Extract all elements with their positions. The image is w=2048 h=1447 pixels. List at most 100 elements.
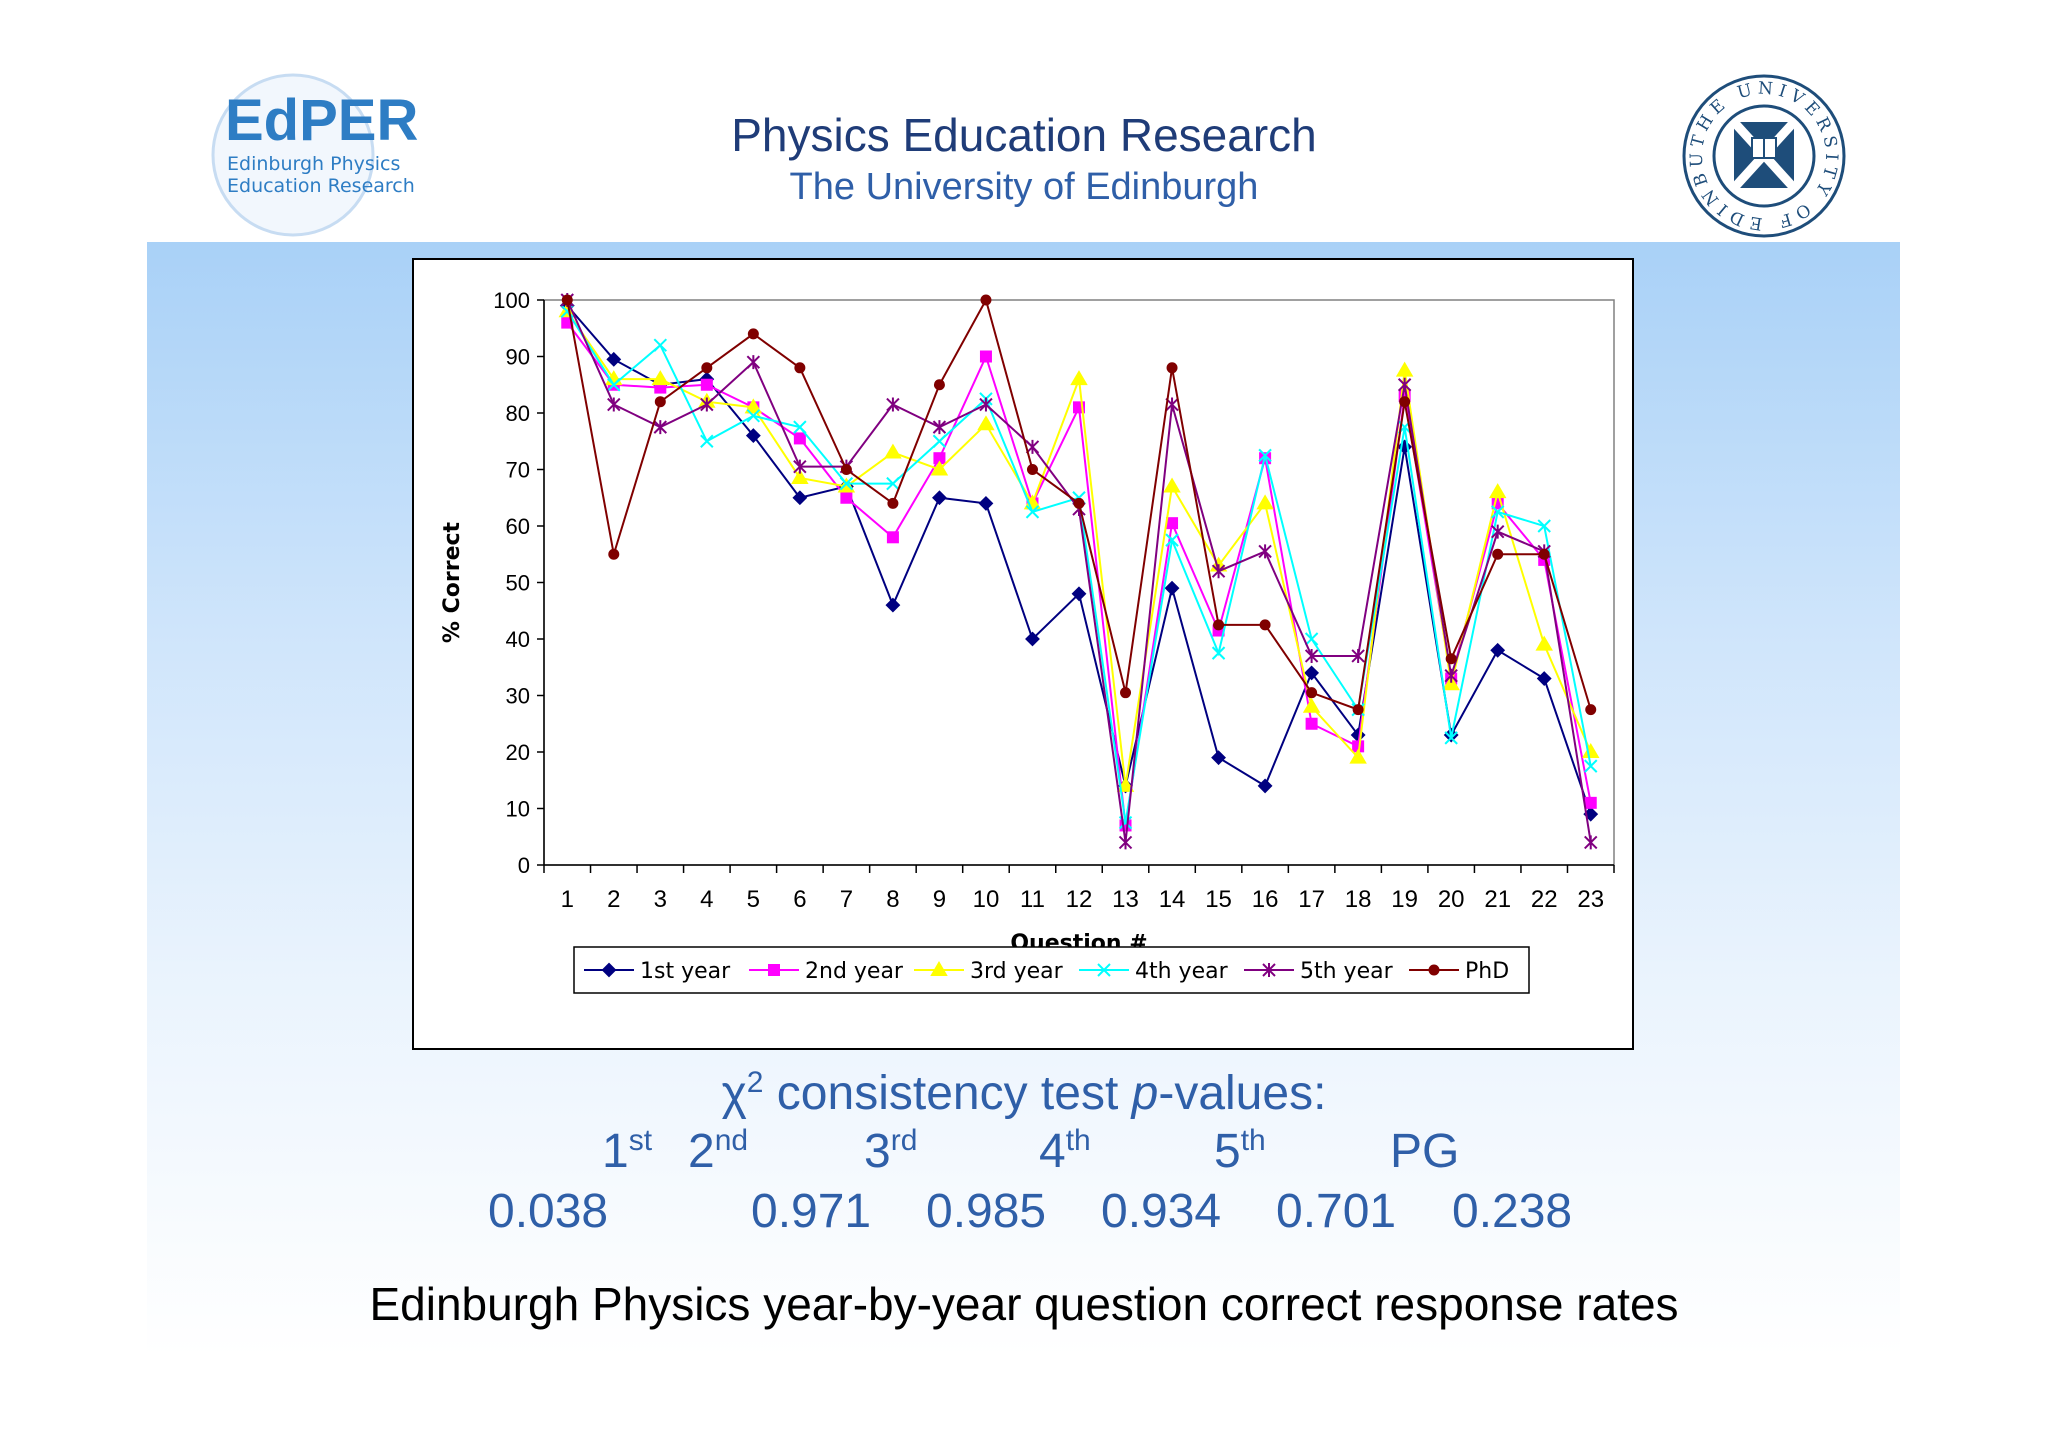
data-point-5th-year	[1211, 564, 1226, 579]
data-point-3rd-year	[884, 443, 902, 459]
legend: 1st year 2nd year 3rd year 4th year 5th year…	[573, 946, 1530, 994]
data-point-phd	[701, 362, 713, 374]
data-point-2nd-year	[840, 491, 853, 504]
x-tick-label: 7	[840, 886, 853, 913]
data-point-phd	[887, 497, 899, 509]
series-phd	[561, 294, 1597, 716]
data-point-1st-year	[1536, 671, 1552, 686]
legend-label-2nd-year: 2nd year	[805, 959, 904, 984]
data-point-5th-year	[1351, 648, 1365, 663]
legend-marker-1st-year	[601, 962, 617, 978]
data-point-5th-year	[746, 355, 761, 370]
p-letter: p	[1131, 1067, 1159, 1120]
data-point-1st-year	[606, 351, 622, 367]
data-point-5th-year	[793, 459, 807, 474]
data-point-2nd-year	[1584, 796, 1597, 809]
data-point-5th-year	[1490, 524, 1505, 539]
data-point-1st-year	[1164, 580, 1180, 596]
y-tick-label: 100	[493, 288, 530, 313]
x-tick-label: 22	[1531, 886, 1558, 913]
data-point-4th-year	[1211, 646, 1226, 660]
y-tick-label: 50	[506, 571, 530, 596]
data-point-phd	[794, 362, 806, 374]
legend-marker-phd	[1428, 964, 1440, 976]
data-point-5th-year	[1444, 668, 1458, 683]
data-point-phd	[1213, 619, 1225, 631]
data-point-5th-year	[607, 397, 621, 412]
data-point-phd	[1538, 548, 1550, 560]
y-tick-label: 60	[506, 514, 530, 539]
x-tick-label: 2	[607, 886, 620, 913]
data-point-1st-year	[1211, 750, 1226, 766]
data-point-phd	[1166, 362, 1178, 374]
data-point-5th-year	[1397, 377, 1412, 392]
data-point-2nd-year	[1491, 497, 1504, 510]
y-tick-label: 40	[506, 627, 530, 652]
data-point-4th-year	[1304, 632, 1319, 646]
edper-logo: EdPER Edinburgh Physics Education Resear…	[211, 73, 418, 237]
legend-label-1st-year: 1st year	[640, 959, 731, 984]
data-point-3rd-year	[1302, 697, 1321, 713]
series-line-2nd-year	[566, 322, 1592, 826]
data-point-2nd-year	[793, 432, 806, 445]
data-point-1st-year	[745, 428, 761, 444]
data-point-2nd-year	[700, 378, 713, 391]
p-value-pg: 0.238	[1452, 1185, 1573, 1238]
x-tick-label: 6	[793, 886, 806, 913]
data-point-phd	[1120, 687, 1132, 699]
data-point-4th-year	[886, 476, 900, 491]
data-point-phd	[933, 379, 945, 391]
ordinal-5th: 5th	[1214, 1124, 1266, 1178]
x-tick-label: 14	[1159, 886, 1186, 913]
data-point-5th-year	[1118, 835, 1133, 850]
data-point-3rd-year	[1256, 494, 1274, 510]
data-point-4th-year	[1537, 519, 1551, 533]
data-point-4th-year	[653, 338, 668, 352]
data-point-4th-year	[700, 434, 714, 448]
y-tick-label: 70	[506, 458, 530, 483]
data-point-phd	[1026, 464, 1038, 475]
x-tick-label: 10	[973, 886, 1000, 913]
data-point-4th-year	[932, 434, 947, 448]
data-point-2nd-year	[1166, 517, 1179, 530]
data-point-4th-year	[607, 378, 621, 392]
data-point-5th-year	[700, 397, 714, 412]
edper-logo-line1: Edinburgh Physics	[227, 153, 400, 175]
data-point-3rd-year	[977, 415, 995, 431]
p-value-1st: 0.038	[488, 1185, 609, 1238]
data-point-3rd-year	[744, 398, 763, 414]
data-point-4th-year	[746, 409, 761, 423]
series-3rd-year	[558, 302, 1600, 792]
data-point-3rd-year	[1395, 361, 1414, 377]
ordinal-4th: 4th	[1039, 1124, 1091, 1178]
data-point-3rd-year	[1070, 370, 1088, 386]
x-tick-label: 18	[1345, 886, 1372, 913]
data-point-3rd-year	[930, 460, 949, 476]
data-point-4th-year	[1490, 505, 1505, 519]
data-point-2nd-year	[1073, 401, 1085, 414]
data-point-5th-year	[1304, 648, 1319, 663]
data-point-4th-year	[793, 420, 807, 434]
data-point-1st-year	[792, 490, 808, 506]
data-point-2nd-year	[886, 531, 899, 544]
page-subtitle: The University of Edinburgh	[789, 166, 1259, 208]
data-point-1st-year	[885, 597, 901, 613]
ordinal-2nd: 2nd	[688, 1124, 749, 1178]
x-tick-label: 5	[747, 886, 760, 913]
legend-marker-5th-year	[1262, 963, 1276, 977]
data-point-5th-year	[1025, 439, 1040, 454]
data-point-3rd-year	[1581, 743, 1600, 758]
x-tick-label: 19	[1391, 886, 1418, 913]
data-point-5th-year	[1258, 544, 1272, 559]
x-tick-label: 20	[1438, 886, 1465, 913]
data-point-1st-year	[1490, 642, 1506, 658]
data-point-phd	[1259, 619, 1271, 631]
x-tick-label: 9	[933, 886, 946, 913]
data-point-phd	[1492, 548, 1504, 560]
data-point-phd	[1306, 687, 1318, 699]
legend-box	[573, 946, 1530, 994]
data-point-5th-year	[932, 420, 947, 435]
data-point-phd	[1399, 396, 1411, 408]
y-tick-label: 80	[506, 401, 530, 426]
